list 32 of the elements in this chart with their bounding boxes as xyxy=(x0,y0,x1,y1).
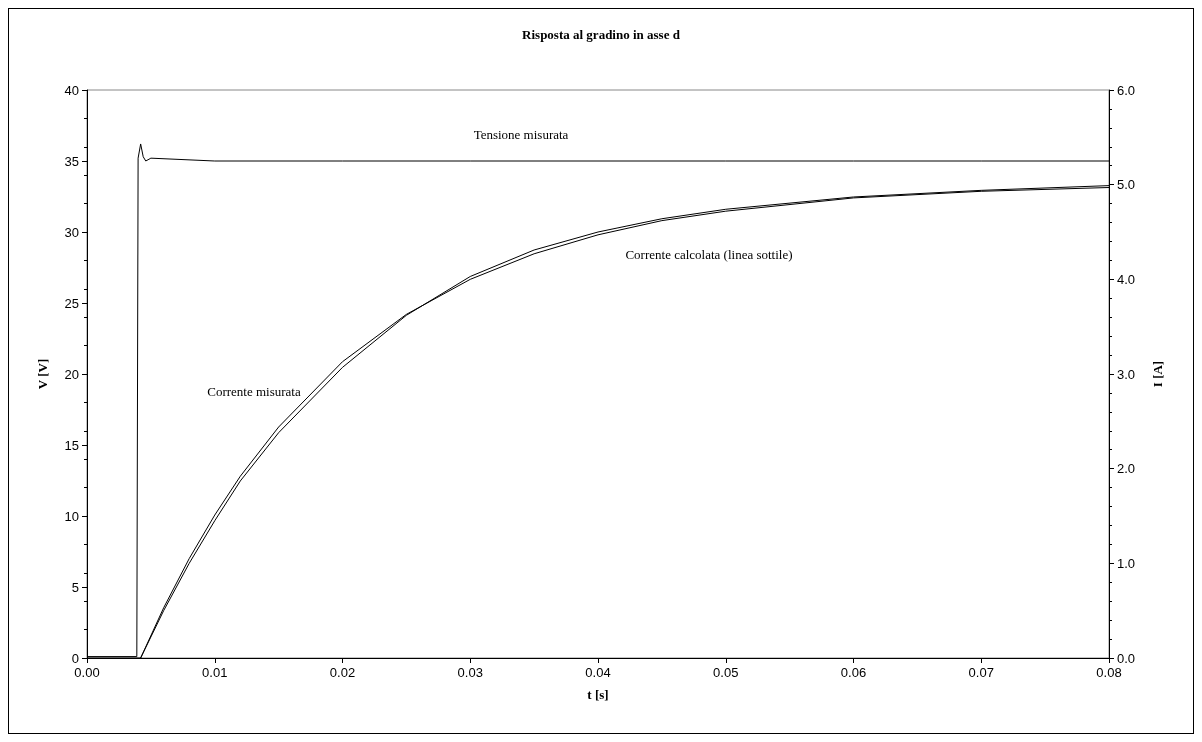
x-tick-label: 0.01 xyxy=(202,665,228,680)
y2-tick-label: 2.0 xyxy=(1117,461,1136,477)
x-axis-title: t [s] xyxy=(587,687,609,702)
y2-tick-label: 0.0 xyxy=(1117,650,1136,666)
annotation: Corrente misurata xyxy=(207,383,301,399)
y-tick-label: 40 xyxy=(64,82,79,98)
x-tick-label: 0.06 xyxy=(840,665,867,680)
x-tick-label: 0.08 xyxy=(1096,665,1122,680)
x-tick-label: 0.00 xyxy=(74,665,100,680)
y-tick-label: 25 xyxy=(64,295,79,311)
chart-title: Risposta al gradino in asse d xyxy=(522,27,681,42)
y-tick-label: 5 xyxy=(71,579,79,595)
x-tick-label: 0.03 xyxy=(457,665,483,680)
y-tick-label: 10 xyxy=(64,508,79,524)
y-tick-label: 30 xyxy=(64,224,79,240)
x-tick-label: 0.04 xyxy=(585,665,611,680)
y-tick-label: 15 xyxy=(64,437,79,453)
x-tick-label: 0.02 xyxy=(329,665,356,680)
y-axis-title: V [V] xyxy=(35,358,50,390)
y2-axis-title: I [A] xyxy=(1150,360,1165,388)
y2-tick-label: 1.0 xyxy=(1117,555,1136,571)
y-tick-label: 0 xyxy=(71,650,79,666)
annotation: Tensione misurata xyxy=(473,126,569,142)
y-tick-label: 20 xyxy=(64,366,79,382)
annotation: Corrente calcolata (linea sottile) xyxy=(625,246,793,262)
y2-tick-label: 4.0 xyxy=(1117,271,1136,287)
y-tick-label: 35 xyxy=(64,153,79,169)
y2-tick-label: 6.0 xyxy=(1117,82,1136,98)
y2-tick-label: 3.0 xyxy=(1117,366,1136,382)
x-tick-label: 0.05 xyxy=(713,665,739,680)
x-tick-label: 0.07 xyxy=(968,665,994,680)
y2-tick-label: 5.0 xyxy=(1117,177,1136,193)
